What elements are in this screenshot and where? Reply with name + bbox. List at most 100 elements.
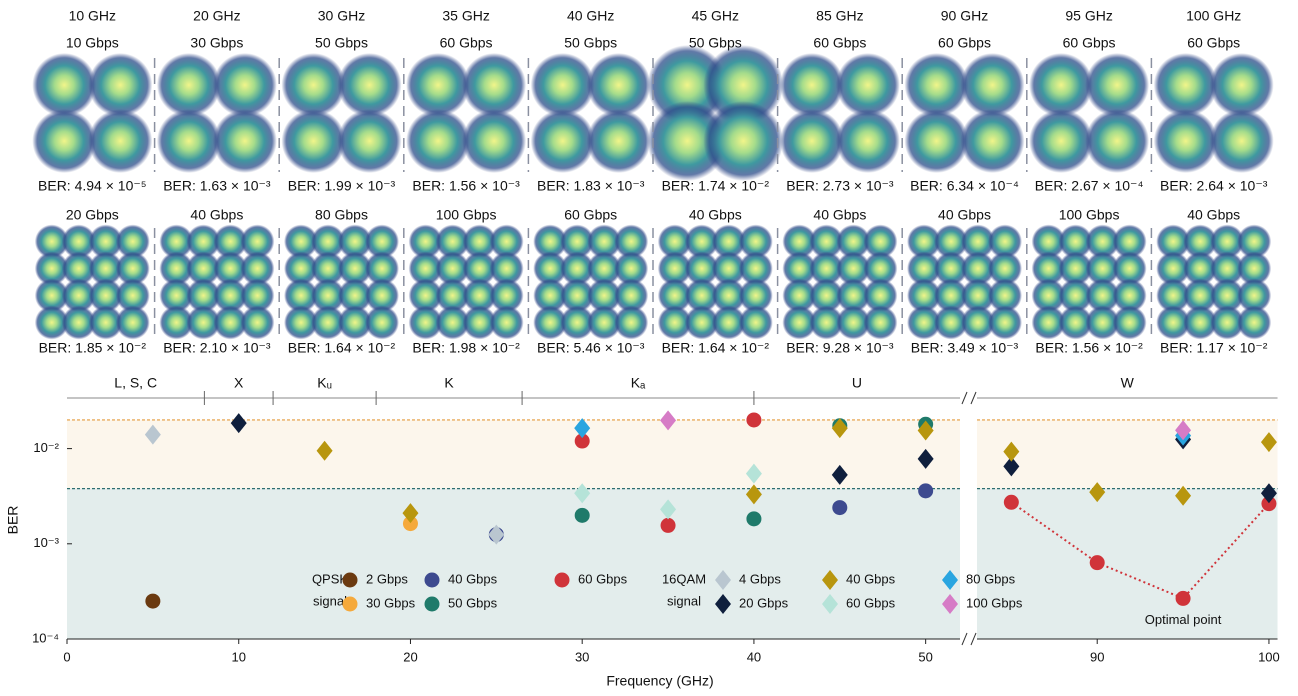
constellation-point: [533, 305, 568, 340]
constellation-point: [435, 224, 470, 259]
rate-label: 50 Gbps: [564, 35, 617, 51]
constellation-point: [311, 251, 345, 286]
rate-label: 40 Gbps: [190, 207, 243, 223]
constellation-point: [213, 305, 248, 340]
x-tick-label: 10: [231, 649, 245, 664]
constellation-point: [115, 224, 150, 259]
constellation-panels: 10 GHz 10 Gbps BER: 4.94 × 10⁻⁵ 20 GHz 30 Gb…: [32, 8, 1274, 356]
rate-label: 100 Gbps: [1059, 207, 1120, 223]
band-label: W: [1121, 375, 1135, 391]
constellation-point: [779, 53, 844, 117]
constellation-point: [836, 224, 871, 259]
constellation-point: [1058, 251, 1093, 286]
diamond-marker: [942, 570, 958, 590]
constellation-point: [809, 251, 844, 286]
frequency-label: 30 GHz: [318, 8, 365, 24]
diamond-marker: [574, 418, 591, 439]
ber-label: BER: 9.28 × 10⁻³: [786, 340, 894, 356]
legend-label: 40 Gbps: [846, 571, 896, 586]
circle-marker: [1175, 590, 1191, 606]
frequency-label: 20 GHz: [193, 8, 240, 24]
constellation-point: [836, 251, 871, 286]
frequency-label: 45 GHz: [692, 8, 739, 24]
x-tick-label: 40: [747, 649, 761, 664]
constellation-point: [961, 278, 995, 313]
band-label: Kᵤ: [317, 375, 332, 391]
constellation-point: [907, 224, 941, 259]
constellation-point: [587, 278, 622, 313]
constellation-point: [961, 224, 995, 259]
circle-marker: [918, 483, 934, 499]
constellation-point: [156, 53, 221, 117]
constellation-point: [34, 224, 69, 259]
constellation-point: [657, 278, 692, 313]
constellation-point: [311, 305, 345, 340]
diamond-marker: [1003, 441, 1020, 462]
diamond-marker: [822, 570, 838, 590]
constellation-point: [1029, 109, 1094, 173]
diamond-marker: [1175, 485, 1192, 506]
constellation-point: [212, 109, 277, 173]
diamond-marker: [316, 440, 333, 461]
constellation-point: [560, 305, 595, 340]
ber-label: BER: 1.56 × 10⁻³: [412, 178, 520, 194]
diamond-marker: [1175, 420, 1192, 441]
constellation-point: [186, 305, 221, 340]
x-tick-label: 100: [1258, 649, 1280, 664]
constellation-point: [284, 224, 318, 259]
constellation-point: [462, 251, 497, 286]
constellation-point: [530, 109, 595, 173]
constellation-point: [284, 305, 318, 340]
legend-title: signal: [667, 593, 701, 608]
constellation-point: [1085, 53, 1150, 117]
constellation-point: [711, 305, 746, 340]
constellation-point: [115, 278, 150, 313]
frequency-label: 35 GHz: [442, 8, 489, 24]
diamond-marker: [230, 413, 247, 434]
constellation-point: [213, 251, 248, 286]
ber-label: BER: 1.99 × 10⁻³: [288, 178, 396, 194]
ber-label: BER: 2.64 × 10⁻³: [1160, 178, 1268, 194]
constellation-point: [213, 278, 248, 313]
constellation-point: [365, 224, 399, 259]
circle-marker: [1003, 494, 1019, 510]
constellation-point: [88, 53, 153, 117]
constellation-point: [863, 278, 898, 313]
rate-label: 10 Gbps: [66, 35, 119, 51]
ber-label: BER: 1.74 × 10⁻²: [662, 178, 770, 194]
constellation-point: [1209, 109, 1274, 173]
constellation-point: [1153, 53, 1218, 117]
constellation-point: [863, 251, 898, 286]
rate-label: 20 Gbps: [66, 207, 119, 223]
constellation-point: [586, 53, 651, 117]
y-axis-label: BER: [5, 506, 21, 535]
constellation-point: [1156, 224, 1191, 259]
constellation-point: [835, 109, 900, 173]
constellation-point: [988, 224, 1022, 259]
annotation: Optimal point: [1145, 612, 1222, 627]
legend-label: 80 Gbps: [966, 571, 1016, 586]
constellation-point: [1085, 251, 1120, 286]
axis-break: [961, 632, 968, 646]
constellation-point: [462, 278, 497, 313]
circle-marker: [145, 593, 161, 609]
constellation-point: [240, 278, 275, 313]
axis-break: [961, 391, 968, 405]
constellation-point: [1112, 251, 1147, 286]
constellation-point: [782, 305, 817, 340]
ber-label: BER: 1.63 × 10⁻³: [163, 178, 271, 194]
circle-marker: [402, 516, 418, 532]
constellation-point: [934, 251, 968, 286]
diamond-marker: [488, 524, 505, 545]
diamond-marker: [715, 570, 731, 590]
circle-marker: [832, 500, 848, 516]
constellation-point: [435, 305, 470, 340]
diamond-marker: [745, 484, 762, 505]
band-label: Kₐ: [631, 375, 646, 391]
constellation-point: [1058, 278, 1093, 313]
constellation-point: [586, 109, 651, 173]
diamond-marker: [715, 594, 731, 614]
constellation-point: [934, 305, 968, 340]
diamond-marker: [917, 448, 934, 469]
frequency-label: 10 GHz: [69, 8, 116, 24]
